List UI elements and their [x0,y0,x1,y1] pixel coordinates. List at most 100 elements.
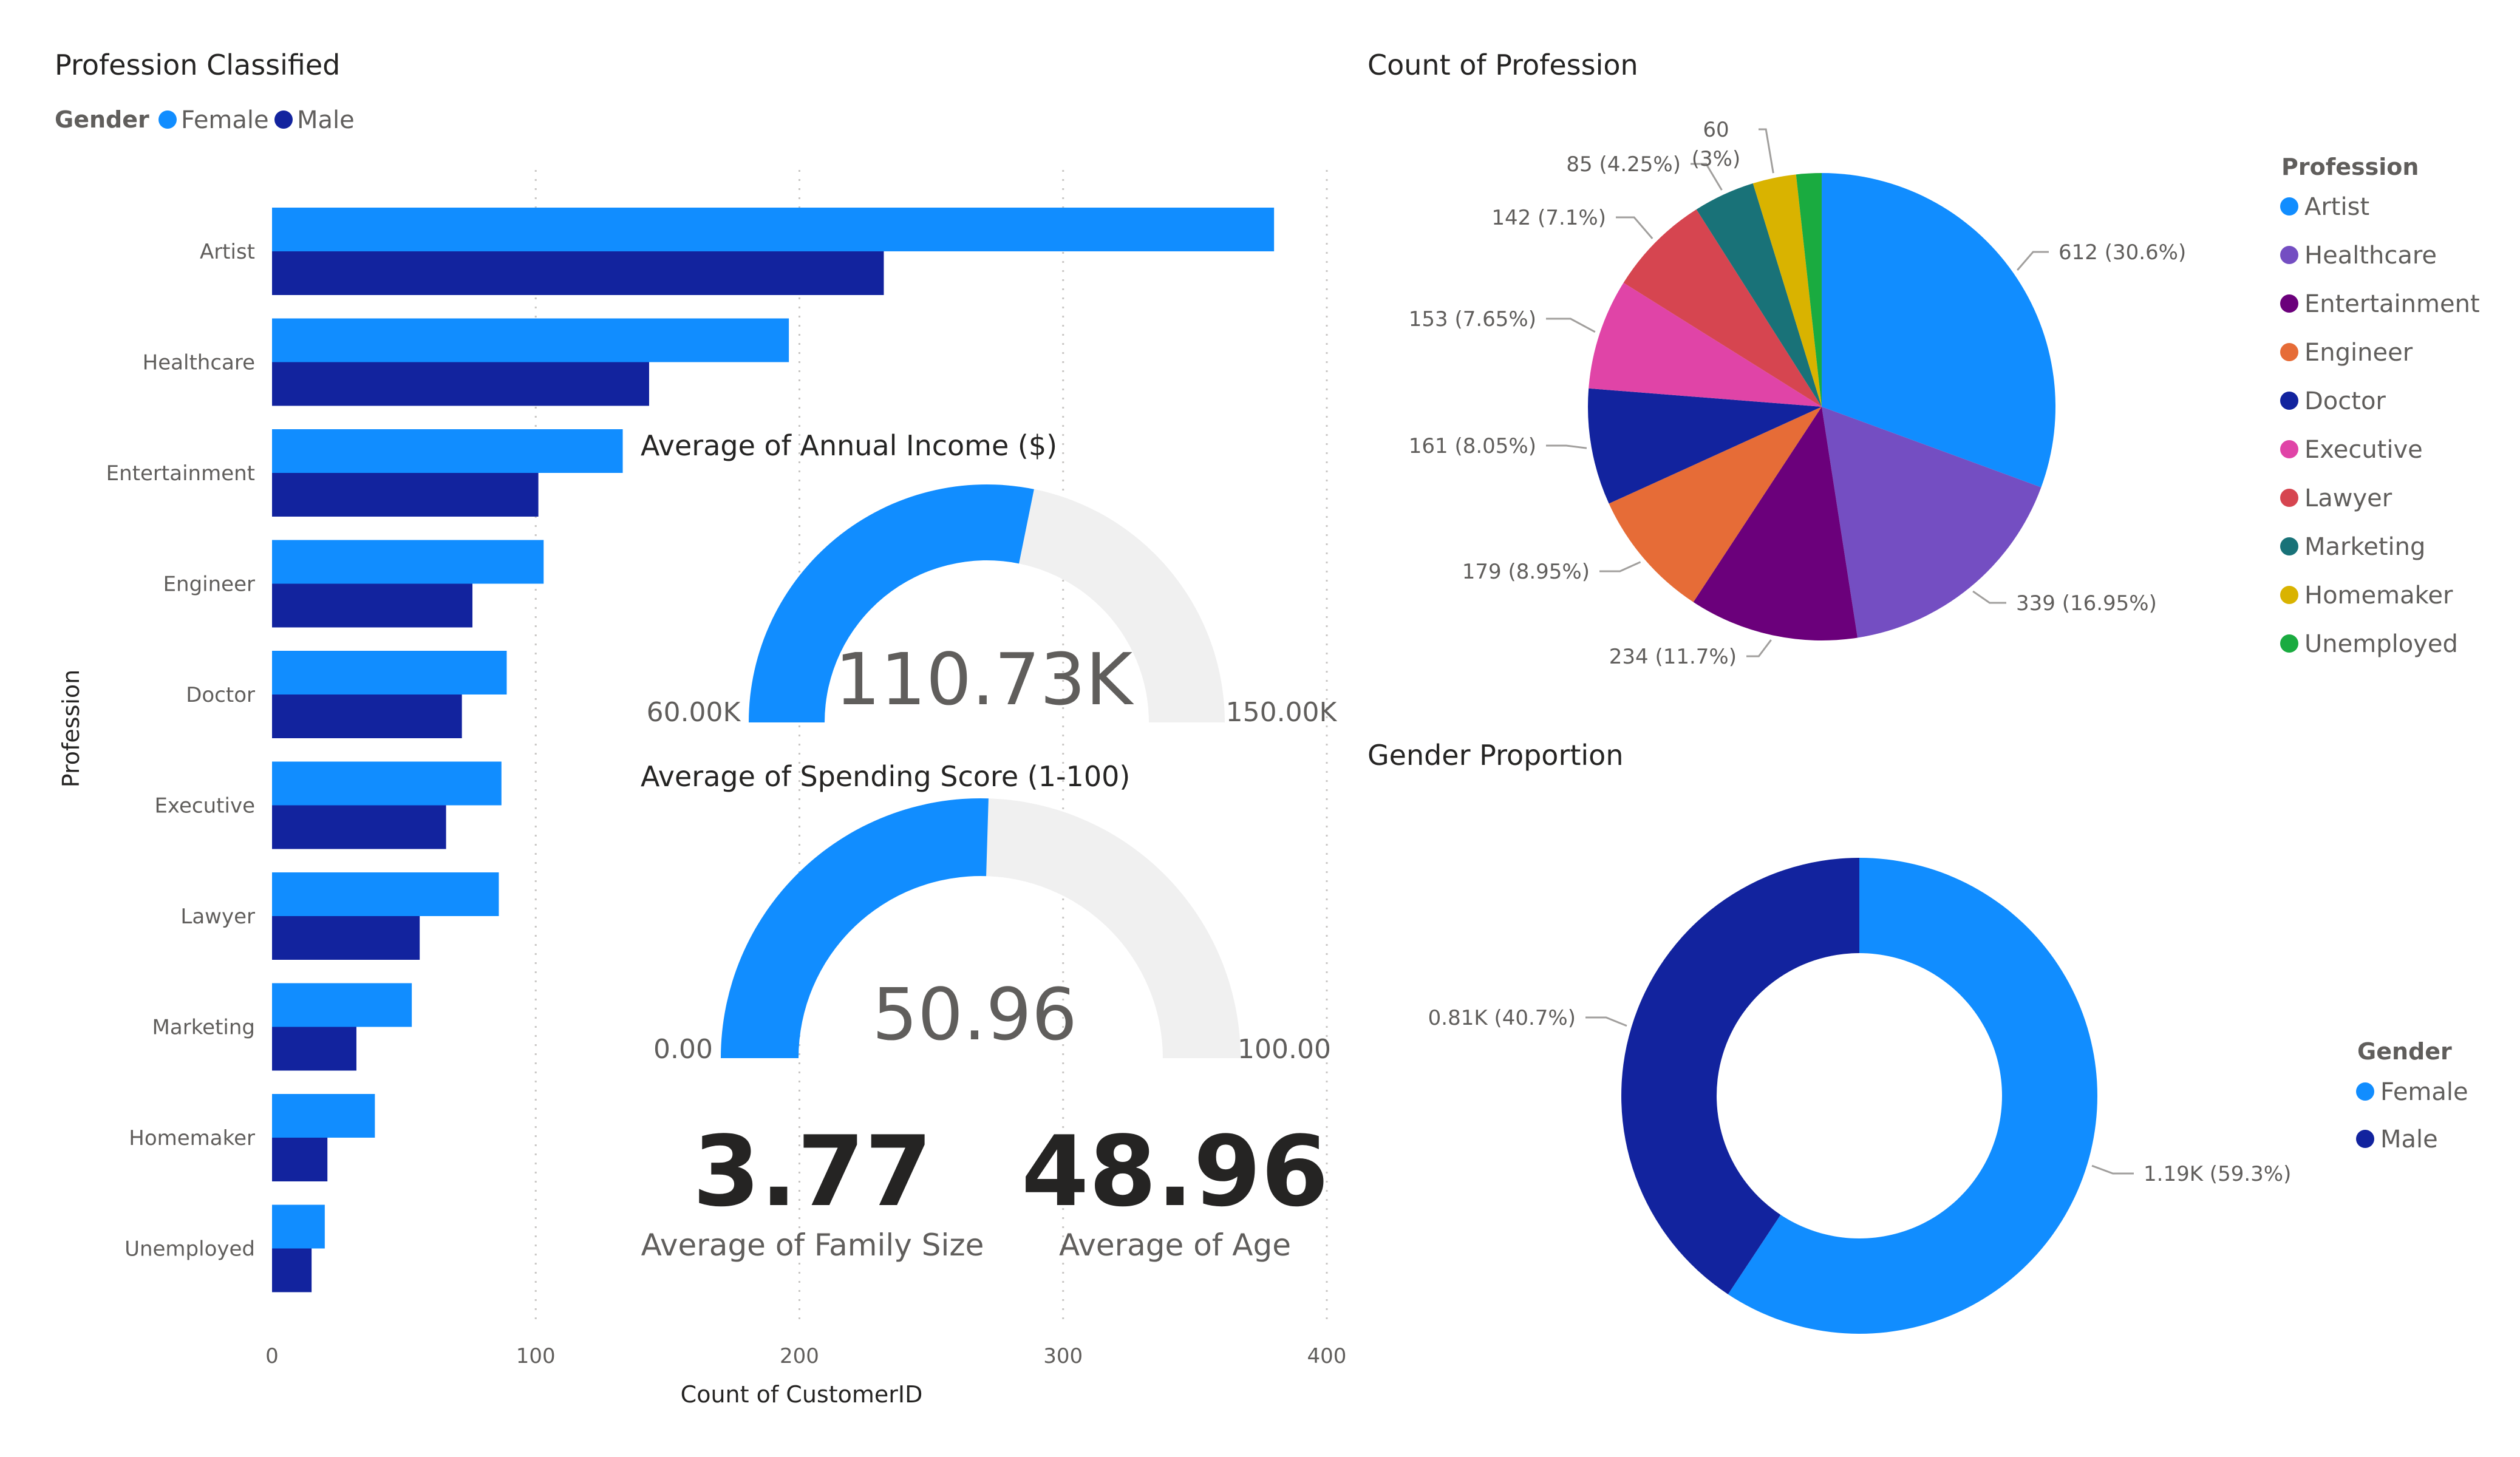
pie-slice-marketing [1696,183,1822,407]
pie-data-label-homemaker: (3%) [1692,147,1740,171]
pie-data-labels: 612 (30.6%) 339 (16.95%) 234 (11.7%) 179 (8… [1409,118,2187,669]
bar-legend-male-label[interactable]: Male [297,106,355,134]
bar-female-healthcare [272,318,789,362]
bar-male-marketing [272,1027,356,1071]
bar-category-healthcare: Healthcare [143,351,255,375]
donut-legend-title: Gender [2357,1038,2452,1065]
bar-x-tick-labels: 0 100 200 300 400 [265,1344,1346,1368]
profession-bar-visual[interactable]: Profession Classified Gender Female Male… [55,49,1346,1408]
pie-slice-executive [1589,282,1822,407]
income-gauge-visual[interactable]: Average of Annual Income ($) 110.73K 60.… [641,429,1338,728]
income-gauge-title: Average of Annual Income ($) [641,429,1057,462]
family-size-label: Average of Family Size [641,1228,984,1263]
pie-slice-engineer [1609,407,1822,602]
age-card[interactable]: 48.96 Average of Age [1021,1115,1329,1263]
donut-legend-male-marker [2356,1130,2374,1148]
donut-slices [1621,858,2098,1334]
bar-category-artist: Artist [200,240,255,264]
bar-female-engineer [272,540,544,584]
pie-data-label-executive: 153 (7.65%) [1409,307,1536,331]
pie-leader-line [1746,639,1772,657]
pie-chart-title: Count of Profession [1367,49,1638,81]
pie-legend-item-engineer[interactable]: Engineer [2304,339,2413,367]
pie-slice-lawyer [1623,209,1822,407]
bar-legend-female-label[interactable]: Female [181,106,269,134]
bar-female-homemaker [272,1094,375,1138]
pie-leader-line [1759,128,1774,174]
donut-data-labels: 1.19K (59.3%) 0.81K (40.7%) [1428,1006,2292,1186]
pie-data-label-marketing: 85 (4.25%) [1566,152,1681,177]
pie-legend-marker-lawyer [2280,489,2298,507]
bar-x-axis-title: Count of CustomerID [681,1381,923,1408]
pie-data-label-engineer: 179 (8.95%) [1462,560,1590,584]
bar-male-lawyer [272,916,420,960]
pie-data-label-doctor: 161 (8.05%) [1409,434,1536,458]
pie-leader-line [1691,163,1723,191]
bar-x-tick-label: 300 [1043,1344,1083,1368]
bar-male-healthcare [272,362,649,406]
bar-marks [272,208,1275,1292]
pie-legend-marker-healthcare [2280,246,2298,264]
pie-legend-item-healthcare[interactable]: Healthcare [2304,242,2437,270]
age-value: 48.96 [1021,1115,1329,1228]
bar-female-doctor [272,651,507,695]
donut-leader-line [1585,1016,1627,1027]
pie-slice-homemaker [1752,174,1822,407]
spending-gauge-visual[interactable]: Average of Spending Score (1-100) 50.96 … [641,760,1331,1065]
pie-leader-line [1616,216,1653,239]
spending-gauge-value: 50.96 [872,973,1077,1056]
donut-slice-female [1728,858,2098,1334]
pie-legend-item-marketing[interactable]: Marketing [2304,533,2425,561]
gender-donut-visual[interactable]: Gender Proportion 1.19K (59.3%) 0.81K (40… [1367,739,2468,1334]
bar-legend-female-marker [158,110,177,129]
pie-leader-line [1546,444,1587,449]
pie-slice-entertainment [1693,407,1858,640]
family-size-card[interactable]: 3.77 Average of Family Size [641,1115,984,1263]
pie-legend-item-lawyer[interactable]: Lawyer [2304,484,2392,512]
donut-legend-female-marker [2356,1082,2374,1101]
income-gauge-fill [749,484,1034,722]
pie-legend-item-doctor[interactable]: Doctor [2304,387,2386,415]
spending-gauge-fill [721,798,989,1058]
bar-male-entertainment [272,473,539,517]
bar-female-lawyer [272,872,499,916]
donut-leader-line [2091,1164,2134,1175]
bar-chart-title: Profession Classified [55,49,340,81]
income-gauge-max: 150.00K [1226,697,1338,728]
pie-legend-marker-engineer [2280,343,2298,361]
bar-category-homemaker: Homemaker [129,1126,255,1150]
bar-y-axis-title: Profession [58,670,84,788]
donut-legend-male-label[interactable]: Male [2380,1126,2438,1153]
bar-male-homemaker [272,1138,328,1181]
spending-gauge-title: Average of Spending Score (1-100) [641,760,1130,793]
pie-legend-marker-executive [2280,440,2298,458]
bar-male-doctor [272,695,462,738]
pie-legend-item-executive[interactable]: Executive [2304,436,2423,464]
pie-legend-item-unemployed[interactable]: Unemployed [2304,630,2458,658]
donut-data-label-male: 0.81K (40.7%) [1428,1006,1576,1030]
bar-female-executive [272,761,502,806]
bar-male-unemployed [272,1248,312,1292]
pie-legend-marker-artist [2280,197,2298,216]
pie-legend-marker-homemaker [2280,586,2298,604]
pie-legend-item-artist[interactable]: Artist [2304,193,2369,221]
pie-legend-item-homemaker[interactable]: Homemaker [2304,582,2453,610]
bar-category-labels: Artist Healthcare Entertainment Engineer Doc… [106,240,255,1262]
bar-category-marketing: Marketing [152,1016,255,1040]
bar-female-marketing [272,983,412,1027]
pie-legend-marker-marketing [2280,537,2298,555]
donut-data-label-female: 1.19K (59.3%) [2144,1162,2291,1186]
pie-leader-line [1599,561,1641,572]
pie-legend-item-entertainment[interactable]: Entertainment [2304,290,2480,318]
donut-legend-female-label[interactable]: Female [2380,1078,2468,1106]
profession-pie-visual[interactable]: Count of Profession 612 (30.6%) 339 (16.9… [1367,49,2480,669]
bar-female-artist [272,208,1275,251]
bar-x-tick-label: 200 [780,1344,819,1368]
bar-female-unemployed [272,1204,325,1249]
bar-category-executive: Executive [154,794,255,818]
bar-category-engineer: Engineer [163,572,255,597]
spending-gauge-max: 100.00 [1238,1034,1331,1065]
pie-data-label-lawyer: 142 (7.1%) [1491,206,1606,230]
pie-leader-line [1546,318,1596,333]
